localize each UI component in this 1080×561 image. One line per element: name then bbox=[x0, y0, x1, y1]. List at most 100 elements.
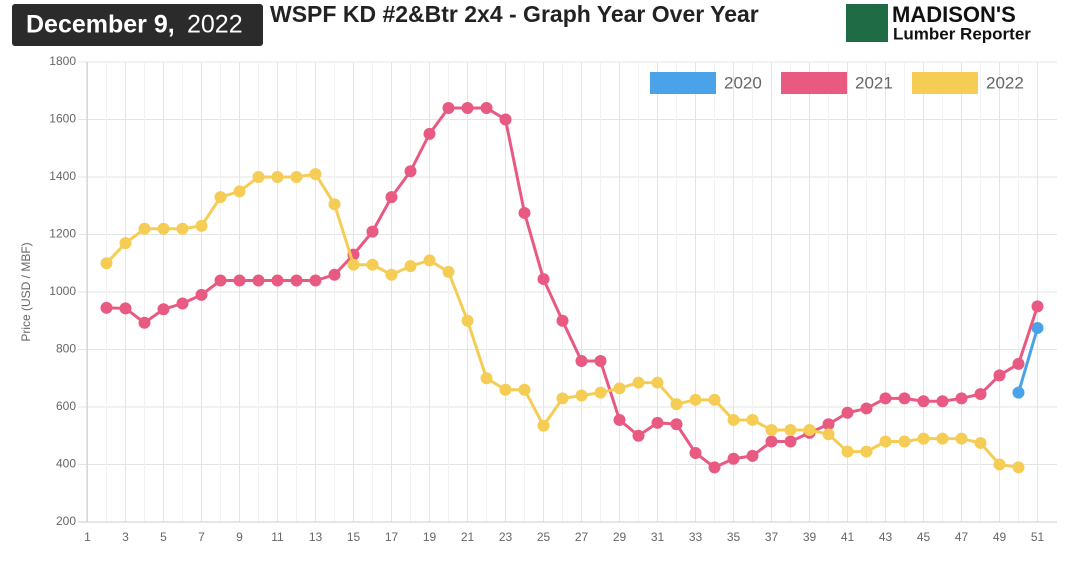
point bbox=[461, 102, 474, 114]
chart-title: WSPF KD #2&Btr 2x4 - Graph Year Over Yea… bbox=[270, 1, 759, 27]
point bbox=[100, 257, 113, 270]
point bbox=[1012, 357, 1025, 370]
point bbox=[613, 413, 626, 426]
point bbox=[860, 402, 873, 415]
point bbox=[841, 406, 854, 419]
y-tick-label: 800 bbox=[56, 342, 76, 356]
point bbox=[138, 316, 151, 329]
x-tick-label: 33 bbox=[689, 530, 703, 544]
x-tick-label: 35 bbox=[727, 530, 741, 544]
point bbox=[727, 413, 740, 426]
point bbox=[594, 386, 607, 399]
point bbox=[195, 288, 208, 301]
legend-swatch bbox=[650, 72, 716, 94]
point bbox=[518, 206, 531, 219]
legend-swatch bbox=[781, 72, 847, 94]
point bbox=[214, 191, 227, 204]
x-tick-label: 9 bbox=[236, 530, 243, 544]
x-tick-label: 31 bbox=[651, 530, 665, 544]
x-tick-label: 43 bbox=[879, 530, 893, 544]
x-tick-label: 47 bbox=[955, 530, 969, 544]
x-tick-label: 13 bbox=[309, 530, 323, 544]
point bbox=[366, 258, 379, 271]
point bbox=[556, 314, 569, 327]
point bbox=[556, 392, 569, 405]
series-line bbox=[1017, 327, 1039, 394]
point bbox=[727, 452, 740, 465]
point bbox=[290, 274, 303, 287]
point bbox=[480, 372, 493, 385]
logo-mark bbox=[846, 4, 888, 42]
x-tick-label: 19 bbox=[423, 530, 437, 544]
point bbox=[1012, 386, 1025, 399]
point bbox=[385, 191, 398, 204]
point bbox=[822, 418, 835, 431]
point bbox=[347, 258, 360, 271]
point bbox=[195, 219, 208, 232]
point bbox=[613, 382, 626, 395]
point bbox=[1031, 321, 1044, 334]
logo-bottom: Lumber Reporter bbox=[893, 24, 1031, 43]
point bbox=[233, 185, 246, 198]
x-tick-label: 15 bbox=[347, 530, 361, 544]
point bbox=[423, 254, 436, 267]
point bbox=[157, 303, 170, 316]
x-tick-label: 49 bbox=[993, 530, 1007, 544]
point bbox=[366, 225, 379, 238]
point bbox=[708, 461, 721, 474]
point bbox=[993, 458, 1006, 471]
y-axis-label: Price (USD / MBF) bbox=[19, 242, 33, 341]
point bbox=[537, 419, 550, 432]
x-tick-label: 41 bbox=[841, 530, 855, 544]
point bbox=[309, 274, 322, 287]
x-tick-label: 45 bbox=[917, 530, 931, 544]
series-line bbox=[106, 106, 1039, 470]
x-tick-label: 29 bbox=[613, 530, 627, 544]
point bbox=[233, 274, 246, 287]
point bbox=[575, 355, 588, 367]
point bbox=[670, 398, 683, 411]
point bbox=[917, 432, 930, 445]
point bbox=[746, 413, 759, 426]
x-tick-label: 37 bbox=[765, 530, 779, 544]
date-badge bbox=[12, 4, 263, 46]
point bbox=[404, 165, 417, 178]
point bbox=[746, 449, 759, 462]
point bbox=[442, 265, 455, 278]
point bbox=[328, 268, 341, 281]
point bbox=[689, 393, 702, 406]
point bbox=[784, 424, 797, 436]
x-tick-label: 5 bbox=[160, 530, 167, 544]
logo-top: MADISON'S bbox=[892, 2, 1016, 27]
y-tick-label: 1000 bbox=[49, 284, 76, 298]
point bbox=[423, 127, 436, 140]
y-tick-label: 1400 bbox=[49, 169, 76, 183]
y-tick-label: 1200 bbox=[49, 227, 76, 241]
point bbox=[651, 416, 664, 429]
point bbox=[841, 445, 854, 458]
legend-label: 2021 bbox=[855, 73, 893, 92]
point bbox=[879, 392, 892, 405]
point bbox=[575, 389, 588, 402]
point bbox=[442, 102, 455, 114]
point bbox=[461, 314, 474, 327]
legend-swatch bbox=[912, 72, 978, 94]
point bbox=[176, 222, 189, 235]
year: 2022 bbox=[187, 11, 243, 39]
x-tick-label: 1 bbox=[84, 530, 91, 544]
point bbox=[917, 395, 930, 408]
point bbox=[784, 435, 797, 448]
y-tick-label: 600 bbox=[56, 399, 76, 413]
x-tick-label: 3 bbox=[122, 530, 129, 544]
point bbox=[100, 301, 113, 314]
point bbox=[974, 436, 987, 449]
point bbox=[651, 376, 664, 389]
point bbox=[499, 113, 512, 126]
point bbox=[708, 393, 721, 406]
point bbox=[803, 424, 816, 436]
point bbox=[252, 171, 265, 183]
point bbox=[499, 383, 512, 396]
point bbox=[214, 274, 227, 287]
legend-label: 2020 bbox=[724, 73, 762, 92]
